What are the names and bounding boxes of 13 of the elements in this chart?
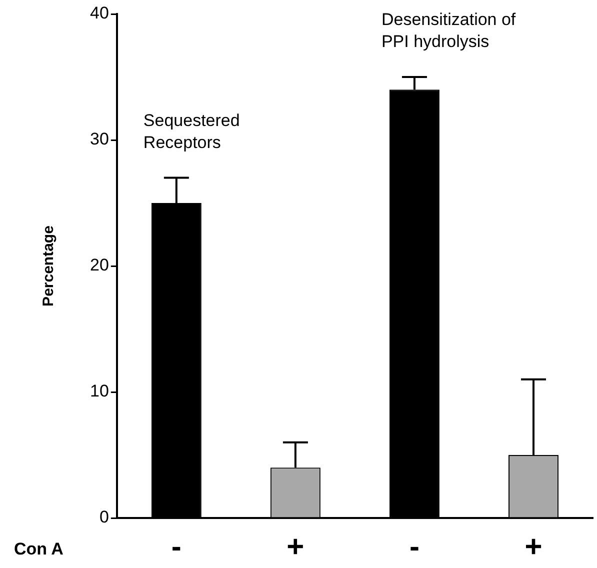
y-tick-label: 10 xyxy=(90,382,109,401)
y-tick-label: 30 xyxy=(90,130,109,149)
annotation: Desensitization of PPI hydrolysis xyxy=(381,10,516,52)
x-tick-label: + xyxy=(524,530,542,564)
x-axis-title: Con A xyxy=(14,540,64,559)
y-tick-label: 40 xyxy=(90,4,109,23)
x-tick-label: - xyxy=(171,530,182,564)
y-tick-label: 0 xyxy=(99,508,109,527)
y-tick-label: 20 xyxy=(90,256,109,275)
annotation: Sequestered Receptors xyxy=(143,110,240,152)
x-tick-label: - xyxy=(409,530,420,564)
y-axis-title: Percentage xyxy=(40,226,58,306)
x-tick-label: + xyxy=(286,530,304,564)
